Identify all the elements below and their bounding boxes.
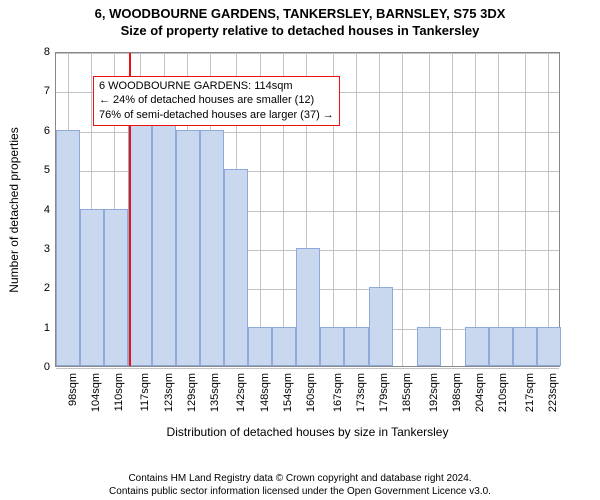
ytick-label: 8 <box>25 46 50 58</box>
xtick-label: 154sqm <box>282 373 294 423</box>
xtick-label: 142sqm <box>235 373 247 423</box>
xtick-label: 210sqm <box>497 373 509 423</box>
xtick-label: 223sqm <box>547 373 559 423</box>
histogram-bar <box>296 248 320 366</box>
xtick-label: 129sqm <box>186 373 198 423</box>
histogram-bar <box>272 327 296 366</box>
xtick-label: 110sqm <box>113 373 125 423</box>
footer: Contains HM Land Registry data © Crown c… <box>0 472 600 498</box>
xtick-label: 192sqm <box>428 373 440 423</box>
xtick-label: 204sqm <box>474 373 486 423</box>
x-axis-label: Distribution of detached houses by size … <box>55 425 560 439</box>
xtick-label: 135sqm <box>209 373 221 423</box>
xtick-label: 198sqm <box>451 373 463 423</box>
histogram-bar <box>513 327 537 366</box>
grid-line-v <box>452 53 453 366</box>
xtick-label: 148sqm <box>259 373 271 423</box>
ytick-label: 6 <box>25 125 50 137</box>
xtick-label: 179sqm <box>378 373 390 423</box>
xtick-label: 104sqm <box>90 373 102 423</box>
grid-line-v <box>498 53 499 366</box>
ytick-label: 1 <box>25 322 50 334</box>
footer-line-1: Contains HM Land Registry data © Crown c… <box>0 472 600 485</box>
annotation-line-3: 76% of semi-detached houses are larger (… <box>99 108 334 123</box>
grid-line-v <box>525 53 526 366</box>
xtick-label: 98sqm <box>67 373 79 423</box>
histogram-bar <box>344 327 368 366</box>
grid-line-v <box>356 53 357 366</box>
xtick-label: 160sqm <box>305 373 317 423</box>
footer-line-2: Contains public sector information licen… <box>0 485 600 498</box>
title-line-1: 6, WOODBOURNE GARDENS, TANKERSLEY, BARNS… <box>0 0 600 21</box>
histogram-bar <box>417 327 441 366</box>
grid-line-h <box>56 53 559 54</box>
title-line-2: Size of property relative to detached ho… <box>0 21 600 38</box>
grid-line-v <box>548 53 549 366</box>
annotation-line-1: 6 WOODBOURNE GARDENS: 114sqm <box>99 79 334 94</box>
histogram-bar <box>56 130 80 366</box>
ytick-label: 3 <box>25 243 50 255</box>
ytick-label: 4 <box>25 204 50 216</box>
xtick-label: 173sqm <box>355 373 367 423</box>
xtick-label: 185sqm <box>401 373 413 423</box>
grid-line-h <box>56 368 559 369</box>
histogram-bar <box>128 90 152 366</box>
histogram-bar <box>80 209 104 367</box>
property-annotation: 6 WOODBOURNE GARDENS: 114sqm ← 24% of de… <box>93 76 340 127</box>
histogram-bar <box>537 327 561 366</box>
grid-line-v <box>475 53 476 366</box>
grid-line-v <box>429 53 430 366</box>
xtick-label: 167sqm <box>332 373 344 423</box>
xtick-label: 217sqm <box>524 373 536 423</box>
y-axis-label: Number of detached properties <box>7 127 21 292</box>
grid-line-v <box>402 53 403 366</box>
histogram-bar <box>489 327 513 366</box>
histogram-bar <box>152 90 176 366</box>
xtick-label: 117sqm <box>139 373 151 423</box>
histogram-bar <box>465 327 489 366</box>
histogram-bar <box>104 209 128 367</box>
annotation-line-2: ← 24% of detached houses are smaller (12… <box>99 93 334 108</box>
ytick-label: 0 <box>25 361 50 373</box>
histogram-bar <box>248 327 272 366</box>
histogram-bar <box>369 287 393 366</box>
ytick-label: 5 <box>25 164 50 176</box>
ytick-label: 2 <box>25 282 50 294</box>
histogram-bar <box>200 130 224 366</box>
histogram-bar <box>176 130 200 366</box>
histogram-bar <box>320 327 344 366</box>
histogram-bar <box>224 169 248 366</box>
xtick-label: 123sqm <box>163 373 175 423</box>
ytick-label: 7 <box>25 85 50 97</box>
